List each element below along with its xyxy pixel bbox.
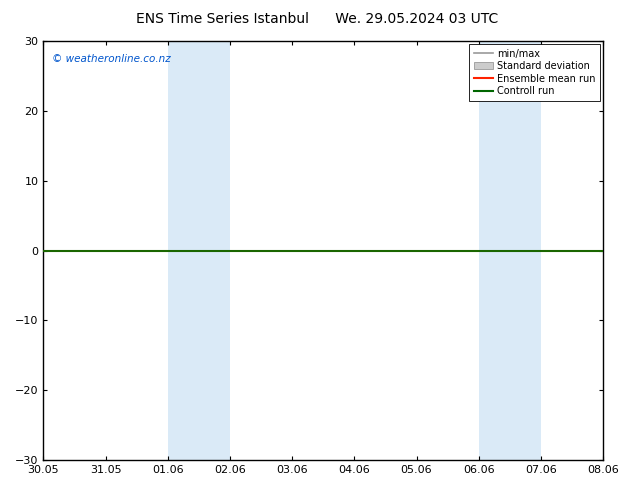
Text: ENS Time Series Istanbul      We. 29.05.2024 03 UTC: ENS Time Series Istanbul We. 29.05.2024 …	[136, 12, 498, 26]
Text: © weatheronline.co.nz: © weatheronline.co.nz	[52, 53, 171, 64]
Bar	[168, 41, 199, 460]
Bar	[510, 41, 541, 460]
Legend: min/max, Standard deviation, Ensemble mean run, Controll run: min/max, Standard deviation, Ensemble me…	[469, 44, 600, 101]
Bar	[199, 41, 230, 460]
Bar	[479, 41, 510, 460]
